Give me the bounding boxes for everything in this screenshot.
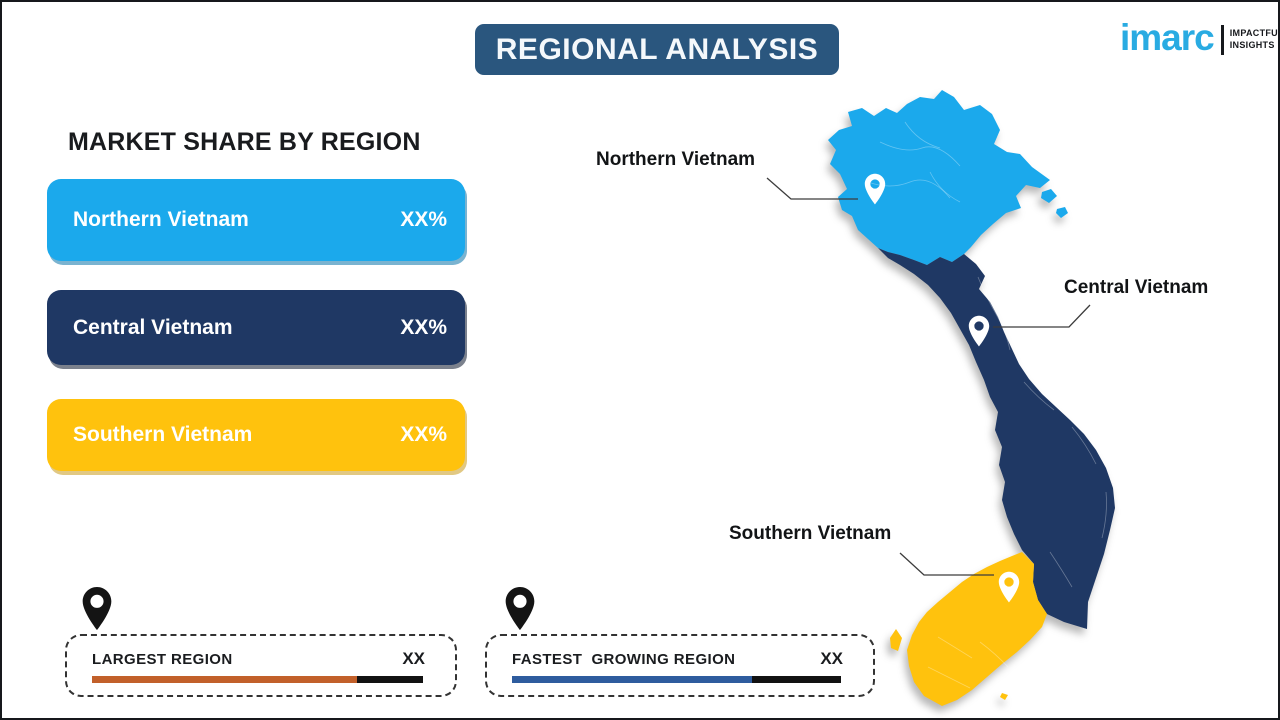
share-bar-label: Southern Vietnam xyxy=(73,423,253,446)
map-label-northern-vietnam: Northern Vietnam xyxy=(596,149,756,170)
fastest-growing-region-label: FASTEST GROWING REGION xyxy=(512,650,736,668)
map-label-central-vietnam: Central Vietnam xyxy=(1064,277,1209,298)
map-pin-central-icon xyxy=(968,315,990,347)
share-bar-label: Northern Vietnam xyxy=(73,208,249,231)
map-region-southern-vietnam xyxy=(890,552,1047,706)
logo-tagline-line1: IMPACTFUL xyxy=(1229,28,1280,39)
map-label-southern-vietnam: Southern Vietnam xyxy=(729,523,892,544)
fastest-growing-region-card: FASTEST GROWING REGION XX xyxy=(485,634,875,697)
logo-tagline: IMPACTFUL INSIGHTS xyxy=(1229,28,1280,51)
imarc-logo: imarc IMPACTFUL INSIGHTS xyxy=(1120,17,1280,58)
largest-region-card: LARGEST REGION XX xyxy=(65,634,457,697)
map-region-northern-vietnam xyxy=(828,90,1068,265)
map-pin-northern-icon xyxy=(864,173,886,205)
share-bar-southern-vietnam: Southern Vietnam XX% xyxy=(47,399,465,471)
logo-tagline-line2: INSIGHTS xyxy=(1229,39,1275,50)
fastest-growing-region-pin-icon xyxy=(505,587,535,630)
logo-divider xyxy=(1220,24,1224,55)
share-bar-value: XX% xyxy=(400,315,447,339)
fastest-growing-region-value: XX xyxy=(820,649,843,668)
share-bar-label: Central Vietnam xyxy=(73,315,233,339)
map-pin-southern-icon xyxy=(998,571,1020,603)
largest-region-pin-icon xyxy=(82,587,112,630)
share-bar-northern-vietnam: Northern Vietnam XX% xyxy=(47,179,465,261)
imarc-logo-text: imarc xyxy=(1120,17,1215,58)
share-bar-central-vietnam: Central Vietnam XX% xyxy=(47,290,465,365)
market-share-heading: MARKET SHARE BY REGION xyxy=(68,128,421,156)
map-region-central-vietnam xyxy=(878,248,1115,629)
page-title-banner: REGIONAL ANALYSIS xyxy=(475,24,839,75)
largest-region-meter xyxy=(92,676,423,683)
page-title: REGIONAL ANALYSIS xyxy=(495,32,819,66)
vietnam-map xyxy=(828,90,1115,706)
share-bar-value: XX% xyxy=(400,423,447,446)
fastest-growing-region-meter xyxy=(512,676,841,683)
share-bar-value: XX% xyxy=(400,208,447,231)
largest-region-label: LARGEST REGION xyxy=(92,650,233,668)
largest-region-value: XX xyxy=(402,649,425,668)
province-borders xyxy=(867,121,1107,689)
